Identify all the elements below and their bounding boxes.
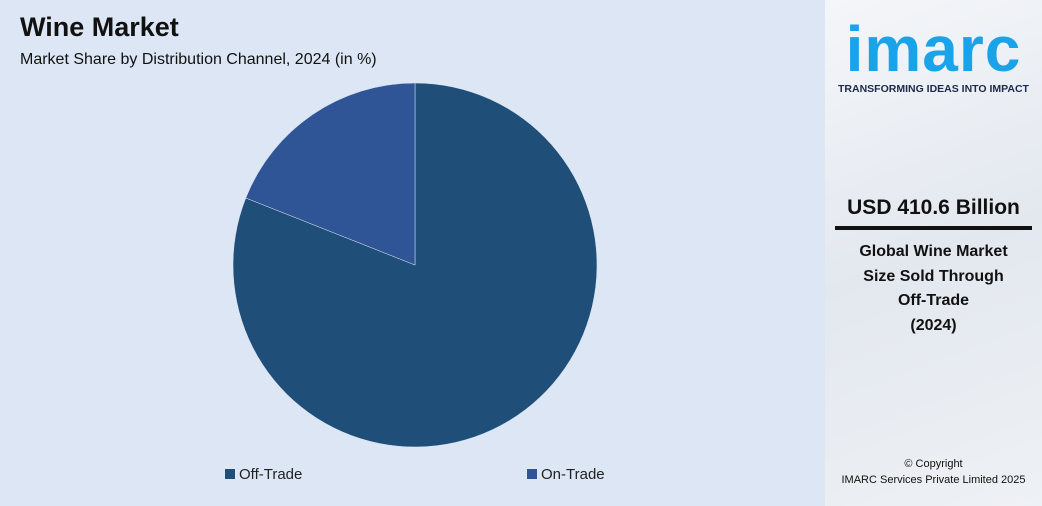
headline: USD 410.6 Billion [835, 196, 1032, 230]
legend-swatch [527, 469, 537, 479]
copyright-line: IMARC Services Private Limited 2025 [841, 474, 1026, 486]
legend-swatch [225, 469, 235, 479]
description: Global Wine Market Size Sold Through Off… [825, 240, 1042, 338]
chart: Wine Market Market Share by Distribution… [0, 0, 825, 506]
sidebar: imarc TRANSFORMING IDEAS INTO IMPACT USD… [825, 0, 1042, 506]
legend-label: On-Trade [541, 466, 605, 483]
pie-slice [232, 82, 598, 448]
copyright-line: © Copyright [904, 458, 963, 470]
description-line: Global Wine Market [859, 243, 1008, 260]
pie-slice [245, 82, 416, 266]
copyright: © Copyright IMARC Services Private Limit… [825, 456, 1042, 488]
logo: imarc [845, 13, 1022, 85]
chart-subtitle: Market Share by Distribution Channel, 20… [20, 51, 377, 68]
description-line: Size Sold Through [863, 267, 1004, 285]
description-line: Off-Trade [897, 292, 970, 309]
chart-title: Wine Market [20, 12, 179, 42]
tagline: TRANSFORMING IDEAS INTO IMPACT [838, 83, 1029, 95]
legend-label: Off-Trade [239, 466, 302, 483]
description-line: (2024) [910, 316, 957, 334]
